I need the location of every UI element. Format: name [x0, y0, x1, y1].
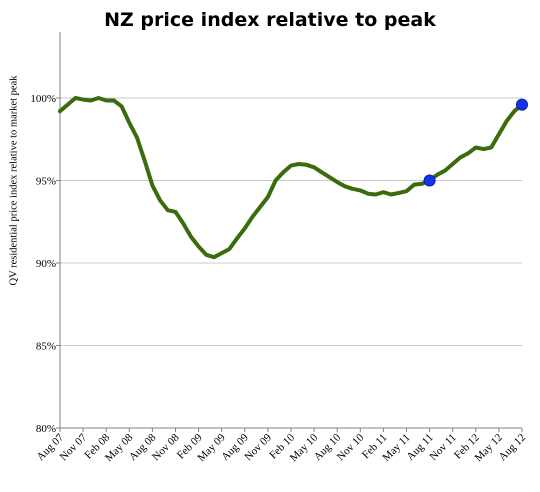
- series-layer: [58, 96, 524, 260]
- y-tick-label: 85%: [36, 341, 56, 353]
- highlight-markers: [423, 98, 528, 187]
- y-tick-label: 100%: [30, 93, 56, 105]
- x-tick-label: Nov 11: [427, 432, 458, 463]
- highlight-point: [423, 174, 436, 187]
- x-tick-label: Nov 09: [242, 431, 274, 463]
- axes: [56, 32, 523, 432]
- y-tick-label: 80%: [36, 423, 56, 435]
- x-tick-label: Nov 08: [150, 431, 182, 463]
- highlight-point: [516, 98, 528, 111]
- x-tick-label: Nov 07: [58, 431, 90, 463]
- y-tick-label: 90%: [36, 258, 56, 270]
- gridlines: [60, 97, 522, 346]
- series-line: [58, 96, 524, 260]
- x-tick-label: Nov 10: [335, 431, 367, 463]
- y-tick-label: 95%: [36, 176, 56, 188]
- y-tick-labels: 80% 85% 90% 95% 100%: [30, 93, 56, 435]
- chart-title: NZ price index relative to peak: [104, 9, 436, 31]
